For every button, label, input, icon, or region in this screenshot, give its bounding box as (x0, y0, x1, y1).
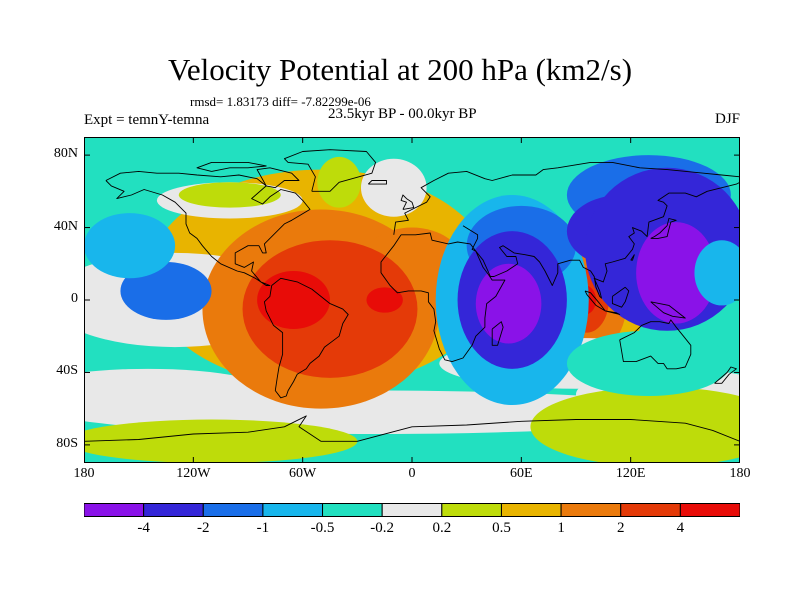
contour-region-11 (257, 271, 330, 329)
colorbar-level-label: 2 (616, 520, 625, 536)
coastline-18 (630, 254, 635, 261)
contour-region-1 (360, 158, 427, 217)
colorbar-swatch (560, 503, 622, 517)
contour-region-30 (694, 240, 740, 306)
stats-text: rmsd= 1.83173 diff= -7.82299e-06 (190, 94, 371, 109)
colorbar-level-label: -4 (137, 520, 150, 536)
coastline-17 (256, 167, 300, 189)
contour-region-25 (636, 222, 717, 324)
coastline-2 (380, 232, 506, 363)
contour-fill-layer (84, 155, 740, 463)
contour-region-6 (530, 386, 740, 463)
x-tick-label: 120E (615, 466, 646, 481)
colorbar (84, 503, 740, 517)
colorbar-swatch (381, 503, 443, 517)
velocity-potential-map (84, 137, 740, 463)
coastline-12 (650, 218, 677, 239)
colorbar-level-label: -2 (197, 520, 210, 536)
x-tick-label: 60E (510, 466, 533, 481)
coastline-15 (84, 415, 740, 442)
x-tick-label: 0 (408, 466, 416, 481)
colorbar-swatch (620, 503, 681, 517)
x-tick-label: 60W (289, 466, 317, 481)
colorbar-level-label: 0.5 (492, 520, 511, 536)
contour-region-32 (178, 182, 281, 208)
coastline-7 (283, 149, 377, 192)
y-tick-label: 80N (53, 146, 78, 162)
y-tick-label: 40S (56, 363, 78, 379)
contour-region-27 (566, 330, 731, 396)
map-frame (84, 137, 740, 463)
coastline-14 (400, 194, 415, 210)
colorbar-swatch (322, 503, 383, 517)
coastline-19 (367, 180, 387, 185)
x-tick-label: 120W (176, 466, 211, 481)
x-tick-label: 180 (729, 466, 751, 481)
coastline-0 (105, 170, 311, 286)
coastline-8 (491, 321, 504, 346)
coastline-11 (611, 286, 630, 308)
coastline-13 (650, 301, 686, 319)
coastline-10 (605, 310, 621, 315)
colorbar-level-label: -0.2 (370, 520, 395, 536)
coastline-1 (263, 277, 349, 399)
contour-region-7 (84, 419, 358, 463)
colorbar-swatch (84, 503, 145, 517)
y-tick-label: 40N (53, 218, 78, 234)
period-label: 23.5kyr BP - 00.0kyr BP (328, 106, 477, 122)
colorbar-swatch (441, 503, 502, 517)
x-tick-label: 180 (73, 466, 95, 481)
y-tick-label: 80S (56, 435, 78, 451)
chart-title: Velocity Potential at 200 hPa (km2/s) (167, 52, 633, 87)
colorbar-swatch (202, 503, 264, 517)
colorbar-swatch (262, 503, 324, 517)
colorbar-swatch (679, 503, 740, 517)
contour-region-12 (366, 287, 403, 313)
coastline-16 (196, 161, 267, 172)
contour-region-21 (475, 263, 542, 344)
contour-region-28 (84, 213, 176, 279)
colorbar-swatch (500, 503, 562, 517)
contour-region-4 (84, 368, 276, 420)
colorbar-level-label: 0.2 (432, 520, 452, 536)
season-label: DJF (714, 111, 740, 127)
coastline-5 (619, 319, 692, 370)
experiment-label: Expt = temnY-temna (84, 112, 210, 128)
coastline-layer (84, 149, 740, 442)
colorbar-level-label: -0.5 (310, 520, 335, 536)
coastline-4 (462, 181, 740, 299)
colorbar-level-label: 1 (557, 520, 565, 536)
coastline-20 (714, 366, 737, 384)
coastline-3 (393, 161, 740, 235)
colorbar-swatch (143, 503, 204, 517)
colorbar-level-label: 4 (676, 520, 685, 536)
colorbar-level-label: -1 (256, 520, 270, 536)
y-tick-label: 0 (71, 291, 78, 306)
